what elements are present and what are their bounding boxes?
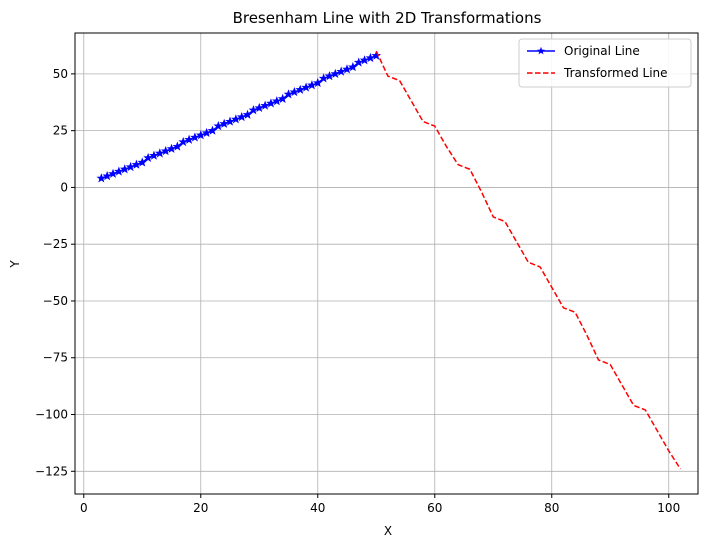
- data-point: [207, 125, 218, 135]
- y-tick-label: −125: [35, 464, 68, 478]
- data-point: [131, 159, 142, 169]
- data-point: [272, 96, 282, 106]
- data-point: [283, 89, 294, 99]
- data-point: [330, 68, 341, 78]
- data-point: [125, 161, 136, 172]
- series-1: [96, 50, 382, 183]
- y-tick-label: −25: [43, 237, 68, 251]
- data-point: [266, 98, 276, 108]
- data-point: [348, 62, 358, 72]
- y-tick-label: 50: [53, 67, 68, 81]
- plot-frame: [74, 32, 699, 495]
- data-point: [295, 84, 306, 94]
- data-point: [96, 173, 107, 183]
- y-tick-label: 25: [53, 124, 68, 138]
- x-tick-label: 20: [193, 501, 208, 515]
- data-point: [254, 102, 265, 113]
- data-point: [324, 71, 335, 81]
- data-point: [307, 80, 317, 90]
- x-tick-label: 0: [80, 501, 88, 515]
- series-2-line: [375, 50, 682, 470]
- grid: [75, 33, 698, 494]
- data-point: [172, 141, 183, 151]
- data-point: [178, 136, 189, 147]
- series-2: [375, 50, 682, 470]
- data-point: [260, 100, 270, 110]
- data-point: [213, 121, 224, 131]
- legend-label-2: Transformed Line: [563, 66, 668, 80]
- data-point: [371, 50, 382, 60]
- series-layer: [96, 50, 682, 470]
- data-point: [236, 111, 247, 122]
- y-tick-label: −75: [43, 351, 68, 365]
- data-point: [342, 64, 352, 74]
- chart-title: Bresenham Line with 2D Transformations: [233, 9, 542, 27]
- data-point: [336, 66, 346, 76]
- legend: Original Line Transformed Line: [518, 38, 692, 88]
- data-point: [166, 143, 177, 153]
- data-point: [277, 93, 288, 103]
- data-point: [155, 148, 165, 158]
- data-point: [137, 157, 148, 167]
- data-point: [289, 86, 300, 97]
- y-tick-label: 0: [60, 180, 68, 194]
- ticks: 0 20 40 60 80 100 50 25 0 −25 −50 −75 −100 −125: [35, 67, 680, 515]
- data-point: [119, 164, 130, 174]
- data-point: [184, 134, 194, 144]
- legend-label-1: Original Line: [564, 44, 640, 58]
- x-tick-label: 60: [427, 501, 442, 515]
- y-tick-label: −100: [35, 408, 68, 422]
- data-point: [190, 132, 200, 142]
- y-axis-label: Y: [8, 260, 22, 269]
- data-point: [312, 77, 323, 88]
- legend-marker-1: [537, 46, 545, 55]
- data-point: [242, 109, 253, 119]
- x-tick-label: 40: [310, 501, 325, 515]
- data-point: [195, 130, 206, 140]
- data-point: [318, 73, 329, 83]
- data-point: [225, 116, 235, 126]
- data-point: [149, 150, 159, 160]
- data-point: [160, 146, 171, 156]
- x-axis-label: X: [384, 524, 392, 538]
- data-point: [231, 114, 241, 124]
- data-point: [353, 57, 364, 67]
- legend-box: [518, 38, 692, 88]
- data-point: [359, 55, 370, 65]
- data-point: [143, 152, 153, 162]
- data-point: [365, 52, 376, 63]
- data-point: [219, 118, 229, 128]
- data-point: [301, 82, 311, 92]
- data-point: [114, 166, 124, 176]
- data-point: [102, 171, 112, 181]
- y-tick-label: −50: [43, 294, 68, 308]
- x-tick-label: 100: [657, 501, 680, 515]
- data-point: [108, 168, 118, 178]
- x-tick-label: 80: [544, 501, 559, 515]
- data-point: [248, 105, 259, 115]
- data-point: [201, 127, 212, 138]
